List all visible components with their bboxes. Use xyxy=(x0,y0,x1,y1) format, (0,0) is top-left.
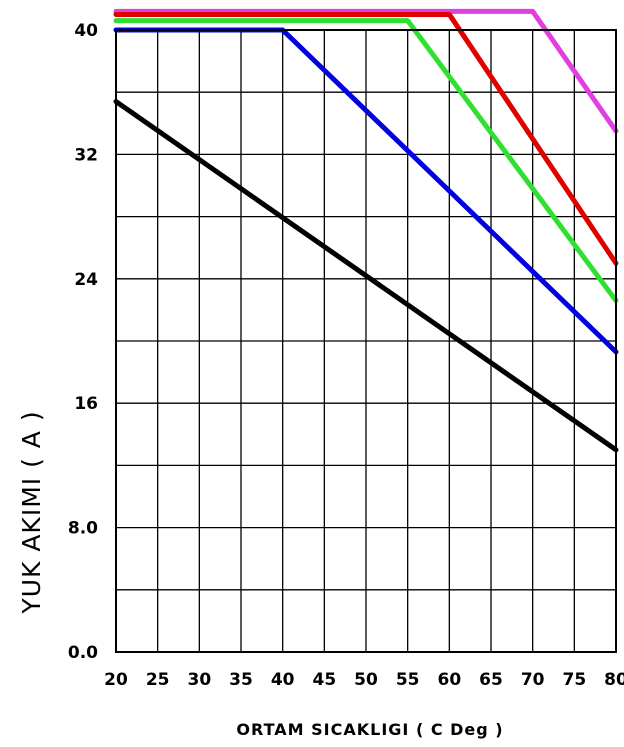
x-tick-label: 55 xyxy=(396,670,420,690)
series-line-3 xyxy=(113,18,619,304)
x-tick-label: 70 xyxy=(521,670,545,690)
series-line-2 xyxy=(113,11,619,266)
y-tick-label: 0.0 xyxy=(68,643,98,663)
x-tick-label: 50 xyxy=(354,670,378,690)
y-tick-label: 16 xyxy=(74,394,98,414)
x-tick-label: 60 xyxy=(437,670,461,690)
y-tick-label: 24 xyxy=(74,270,98,290)
x-tick-label: 75 xyxy=(562,670,586,690)
x-tick-label: 35 xyxy=(229,670,253,690)
x-tick-label: 45 xyxy=(312,670,336,690)
x-tick-label: 20 xyxy=(104,670,128,690)
x-tick-labels: 20 25 30 35 40 45 50 55 60 65 70 75 80 xyxy=(104,670,624,690)
x-tick-label: 30 xyxy=(187,670,211,690)
y-tick-labels: 0.0 8.0 16 24 32 40 xyxy=(68,21,98,663)
x-tick-label: 25 xyxy=(146,670,170,690)
x-tick-label: 40 xyxy=(271,670,295,690)
x-axis-label: ORTAM SICAKLIGI ( C Deg ) xyxy=(236,720,503,739)
plot-frame xyxy=(115,29,617,653)
y-axis-label: YUK AKIMI ( A ) xyxy=(17,410,46,614)
y-tick-label: 8.0 xyxy=(68,519,98,539)
y-tick-label: 32 xyxy=(74,145,98,165)
series-line-1 xyxy=(113,8,619,134)
x-tick-label: 80 xyxy=(604,670,624,690)
x-tick-label: 65 xyxy=(479,670,503,690)
grid xyxy=(115,29,617,653)
series-line-5 xyxy=(113,99,619,453)
y-tick-label: 40 xyxy=(74,21,98,41)
